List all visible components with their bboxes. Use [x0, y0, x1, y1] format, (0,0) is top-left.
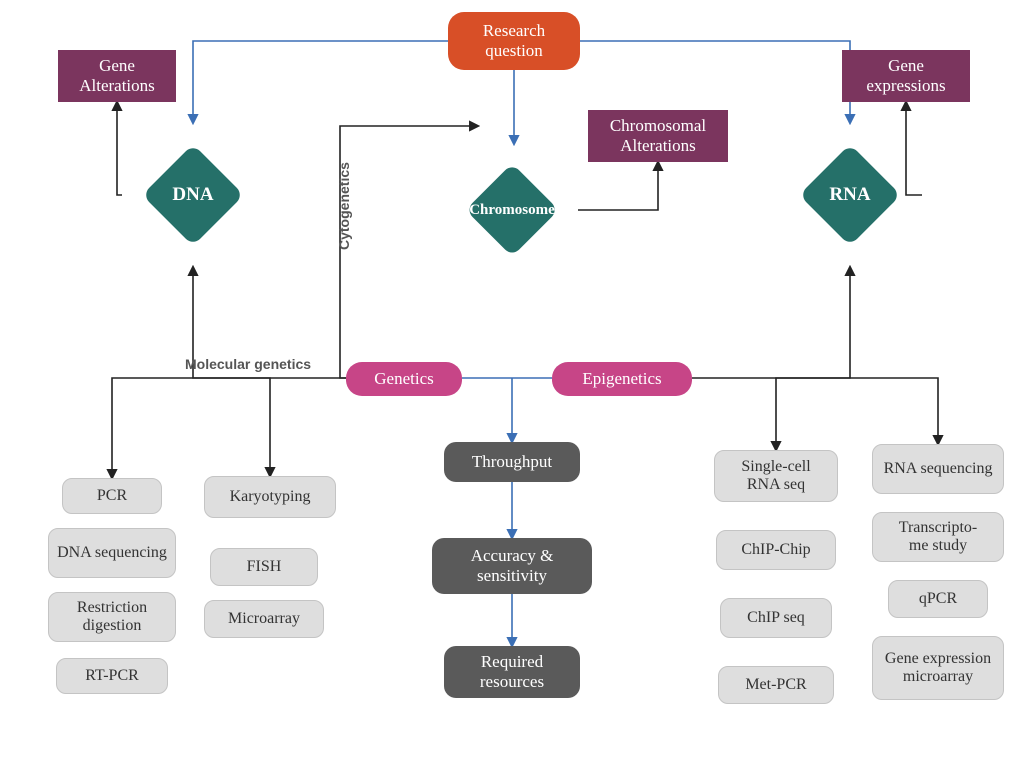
node-chrom_alt: Chromosomal Alterations — [588, 110, 728, 162]
diamond-label-rna: RNA — [800, 145, 900, 245]
edge-label-molecular: Molecular genetics — [185, 356, 311, 372]
node-qpcr: qPCR — [888, 580, 988, 618]
edge-genetics-c2 — [193, 378, 270, 476]
node-label-pcr: PCR — [97, 487, 127, 505]
node-root: Research question — [448, 12, 580, 70]
node-rna_seq: RNA sequencing — [872, 444, 1004, 494]
diamond-rna: RNA — [800, 145, 900, 245]
edge-epi-c4 — [850, 378, 938, 444]
node-resources: Required resources — [444, 646, 580, 698]
diamond-label-chromosome: Chromosome — [466, 164, 558, 256]
node-label-met_pcr: Met-PCR — [745, 676, 806, 694]
node-transcript: Transcripto- me study — [872, 512, 1004, 562]
node-chip_seq: ChIP seq — [720, 598, 832, 638]
edge-dna-genealt — [117, 102, 122, 195]
node-label-gene_expr: Gene expressions — [850, 56, 962, 95]
node-label-qpcr: qPCR — [919, 590, 957, 608]
node-label-accuracy: Accuracy & sensitivity — [442, 546, 582, 585]
diamond-dna: DNA — [143, 145, 243, 245]
node-karyo: Karyotyping — [204, 476, 336, 518]
node-label-dna_seq: DNA sequencing — [57, 544, 167, 562]
edge-epi-c3 — [776, 378, 850, 450]
node-label-karyo: Karyotyping — [230, 488, 311, 506]
node-label-fish: FISH — [247, 558, 282, 576]
node-genetics: Genetics — [346, 362, 462, 396]
node-label-genetics: Genetics — [374, 369, 433, 389]
edge-chrom-alt — [578, 162, 658, 210]
node-label-rna_seq: RNA sequencing — [884, 460, 993, 478]
node-label-chip_seq: ChIP seq — [747, 609, 805, 627]
node-gene_alt: Gene Alterations — [58, 50, 176, 102]
edge-genetics-cyto — [340, 126, 478, 378]
edge-rna-geneexpr — [906, 102, 922, 195]
node-label-restrict: Restriction digestion — [57, 599, 167, 636]
node-label-root: Research question — [458, 21, 570, 60]
node-label-sc_rna: Single-cell RNA seq — [723, 458, 829, 495]
node-label-chrom_alt: Chromosomal Alterations — [596, 116, 720, 155]
node-fish: FISH — [210, 548, 318, 586]
edge-genetics-c1 — [112, 378, 193, 478]
node-sc_rna: Single-cell RNA seq — [714, 450, 838, 502]
node-label-gene_alt: Gene Alterations — [66, 56, 168, 95]
node-epigenetics: Epigenetics — [552, 362, 692, 396]
node-label-microarray: Microarray — [228, 610, 300, 628]
edge-root-left — [193, 41, 448, 123]
node-label-epigenetics: Epigenetics — [582, 369, 661, 389]
node-throughput: Throughput — [444, 442, 580, 482]
node-label-throughput: Throughput — [472, 452, 552, 472]
node-chip_chip: ChIP-Chip — [716, 530, 836, 570]
node-met_pcr: Met-PCR — [718, 666, 834, 704]
node-dna_seq: DNA sequencing — [48, 528, 176, 578]
node-label-chip_chip: ChIP-Chip — [741, 541, 810, 559]
node-label-rt_pcr: RT-PCR — [85, 667, 139, 685]
node-ge_micro: Gene expression microarray — [872, 636, 1004, 700]
diamond-chromosome: Chromosome — [466, 164, 558, 256]
node-restrict: Restriction digestion — [48, 592, 176, 642]
node-accuracy: Accuracy & sensitivity — [432, 538, 592, 594]
node-label-resources: Required resources — [454, 652, 570, 691]
node-microarray: Microarray — [204, 600, 324, 638]
diamond-label-dna: DNA — [143, 145, 243, 245]
node-rt_pcr: RT-PCR — [56, 658, 168, 694]
node-gene_expr: Gene expressions — [842, 50, 970, 102]
edge-label-cytogenetics: Cytogenetics — [336, 162, 352, 250]
node-label-ge_micro: Gene expression microarray — [881, 650, 995, 687]
node-pcr: PCR — [62, 478, 162, 514]
node-label-transcript: Transcripto- me study — [899, 519, 978, 556]
edge-epi-rna — [692, 267, 850, 378]
